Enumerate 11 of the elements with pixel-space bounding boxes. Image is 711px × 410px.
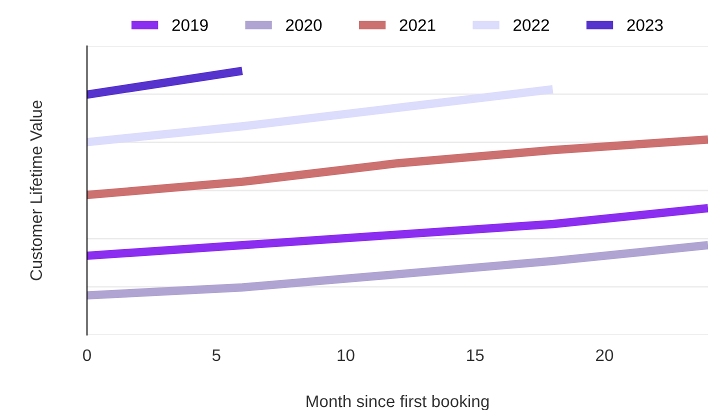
x-tick-label: 0 xyxy=(83,349,91,362)
legend-label: 2019 xyxy=(172,19,208,32)
x-tick-label: 10 xyxy=(338,349,354,362)
y-axis-title: Customer Lifetime Value xyxy=(30,100,42,280)
x-tick-label: 5 xyxy=(212,350,220,362)
legend-label: 2020 xyxy=(286,19,322,32)
x-tick-label: 20 xyxy=(596,349,614,362)
x-tick-label: 15 xyxy=(467,350,484,362)
legend-label: 2023 xyxy=(627,19,663,32)
legend-label: 2022 xyxy=(514,19,549,32)
legend-label: 2021 xyxy=(400,19,436,32)
